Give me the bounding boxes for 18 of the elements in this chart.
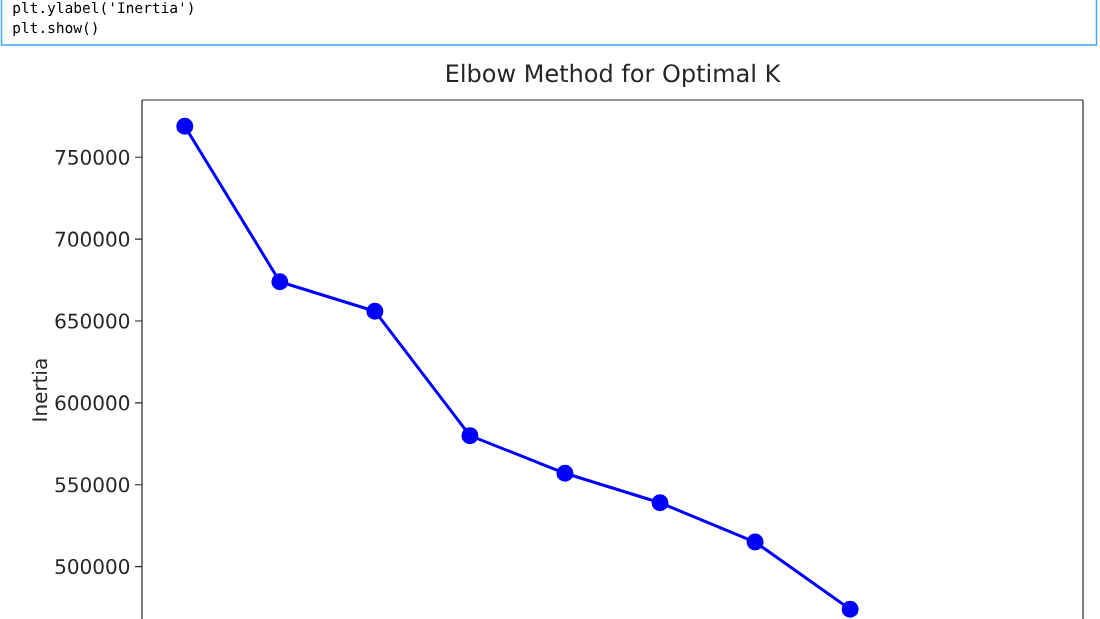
point <box>176 117 194 135</box>
point <box>461 427 479 445</box>
point <box>746 533 764 551</box>
y-tick-label: 600000 <box>55 395 130 411</box>
chart-title: Elbow Method for Optimal K <box>447 63 781 87</box>
y-tick-label: 650000 <box>55 313 130 329</box>
point <box>841 600 859 618</box>
y-axis-title: Inertia <box>31 359 48 421</box>
point <box>271 273 289 291</box>
y-tick-label: 500000 <box>55 559 130 575</box>
point <box>556 464 574 482</box>
y-tick-label: 700000 <box>55 231 130 247</box>
text: plt.show() <box>13 21 97 37</box>
text: plt.ylabel('Inertia') <box>13 1 193 17</box>
point <box>651 494 669 512</box>
y-tick-label: 750000 <box>55 149 130 165</box>
point <box>366 302 384 320</box>
y-tick-label: 550000 <box>55 477 130 493</box>
